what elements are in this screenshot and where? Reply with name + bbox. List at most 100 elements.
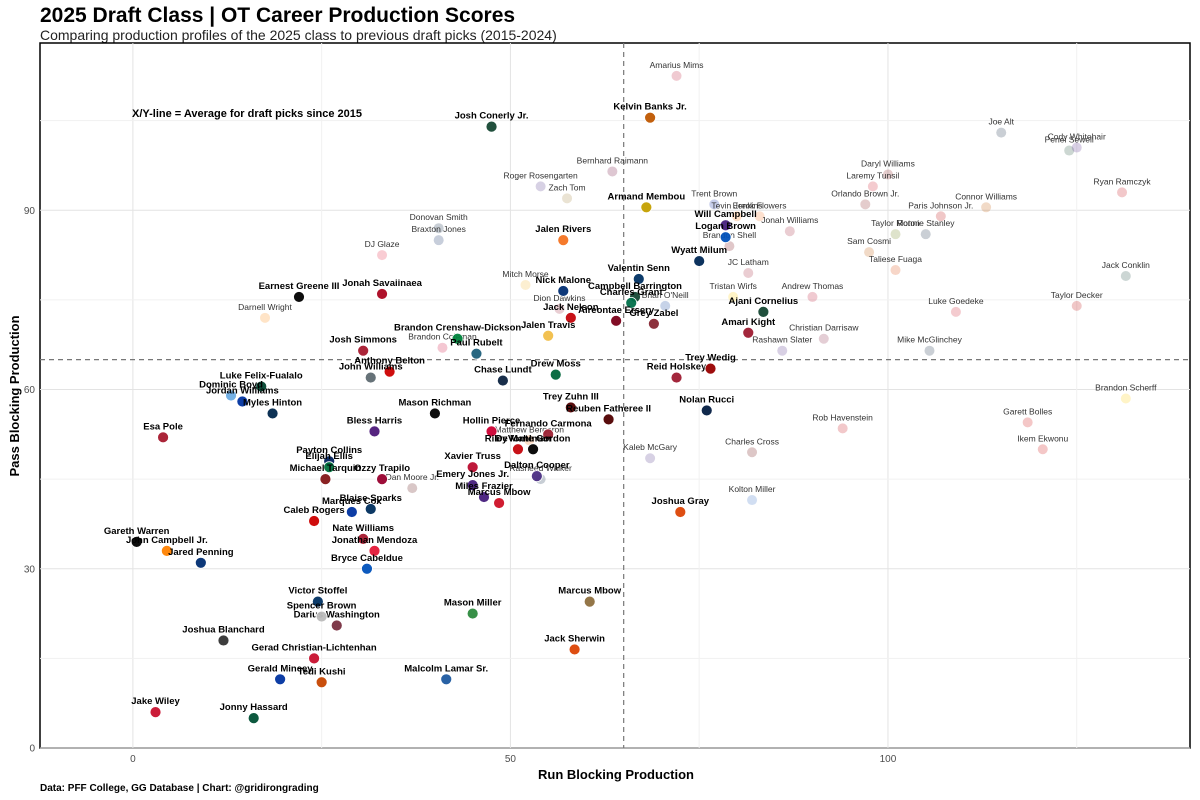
team-logo-marker: [368, 425, 381, 438]
team-logo-marker: [607, 166, 618, 177]
player-label: Rasheed Walker: [509, 463, 572, 473]
previous-pick-point: Donovan Smith: [410, 212, 468, 234]
y-tick-label: 0: [29, 744, 35, 755]
player-label: Valentin Senn: [608, 263, 670, 274]
player-label: Jonah Savaiinaea: [342, 278, 422, 289]
x-axis-title: Run Blocking Production: [538, 767, 694, 782]
team-logo-marker: [293, 291, 305, 303]
team-logo-marker: [640, 201, 653, 214]
player-label: Marques Cox: [322, 496, 382, 507]
team-logo-marker: [357, 344, 370, 357]
player-label: Brandon Coleman: [408, 332, 477, 342]
team-logo-marker: [260, 312, 271, 323]
player-label: Miles Frazier: [455, 481, 513, 492]
team-logo-marker: [376, 288, 388, 300]
player-label: Jonathan Mendoza: [332, 535, 418, 546]
previous-pick-point: Daryl Williams: [861, 158, 915, 180]
class-2025-point: Jonny Hassard: [220, 702, 288, 725]
previous-pick-point: Ikem Ekwonu: [1017, 433, 1069, 455]
player-label: Armand Membou: [608, 191, 686, 202]
team-logo-marker: [524, 435, 535, 446]
class-2025-point: Joshua Gray: [652, 496, 710, 518]
player-label: Dominic Boyd: [199, 380, 263, 391]
team-logo-marker: [308, 515, 320, 527]
team-logo-marker: [527, 443, 539, 456]
team-logo-marker: [867, 181, 878, 192]
previous-pick-point: Rob Havenstein: [812, 412, 873, 434]
team-logo-marker: [247, 712, 260, 725]
player-label: Penei Sewell: [1045, 135, 1094, 145]
class-2025-point: Gareth Warren: [104, 526, 170, 548]
player-label: Dion Dawkins: [534, 293, 586, 303]
team-logo-marker: [557, 285, 570, 297]
team-logo-marker: [542, 428, 555, 441]
team-logo-marker: [368, 544, 381, 557]
previous-pick-point: Brandon Scherff: [1095, 382, 1157, 404]
player-label: Earnest Greene III: [259, 281, 340, 292]
player-label: Campbell Barrington: [588, 281, 682, 292]
team-logo-marker: [149, 706, 162, 719]
team-logo-marker: [466, 607, 479, 620]
team-logo-marker: [485, 425, 498, 438]
player-label: Marcus Mbow: [558, 586, 621, 597]
player-label: Tevin Jenkins: [711, 200, 762, 210]
player-label: Michael Tarquin: [290, 463, 362, 474]
team-logo-marker: [319, 473, 332, 486]
class-2025-point: Jack Sherwin: [544, 633, 605, 656]
player-label: Wyatt Milum: [671, 245, 727, 256]
player-label: Joshua Gray: [652, 496, 710, 507]
player-label: Riley Mahlman: [485, 433, 552, 444]
class-2025-point: Fernando Carmona: [505, 418, 592, 441]
team-logo-marker: [364, 503, 377, 515]
team-logo-marker: [1071, 300, 1082, 311]
team-logo-marker: [451, 332, 464, 345]
player-label: Jack Sherwin: [544, 633, 605, 644]
player-label: Myles Hinton: [243, 397, 302, 408]
team-logo-marker: [478, 491, 490, 503]
class-2025-point: Trey Zuhn III: [543, 391, 599, 414]
class-2025-point: Myles Hinton: [243, 397, 302, 420]
class-2025-point: Jared Penning: [168, 547, 234, 569]
player-label: Trey Zuhn III: [543, 391, 599, 402]
team-logo-marker: [935, 211, 946, 222]
team-logo-marker: [719, 231, 732, 244]
player-label: Jack Conklin: [1102, 260, 1150, 270]
player-label: Luke Goedeke: [928, 296, 984, 306]
team-logo-marker: [194, 556, 207, 569]
team-logo-marker: [520, 279, 531, 290]
previous-pick-point: Charles Cross: [725, 436, 779, 458]
class-2025-point: Mason Richman: [398, 397, 472, 420]
team-logo-marker: [564, 401, 577, 414]
player-label: Jonah Williams: [761, 215, 818, 225]
player-label: Will Campbell: [695, 209, 757, 220]
class-2025-point: Josh Simmons: [329, 335, 397, 357]
class-2025-point: Chase Lundt: [474, 365, 532, 387]
previous-picks-layer: Amarius Mims Bernhard Raimann Roger Roseng…: [238, 60, 1157, 506]
team-logo-marker: [728, 291, 739, 302]
class-2025-point: Armand Membou: [608, 191, 686, 214]
player-label: Ronnie Stanley: [897, 218, 955, 228]
team-logo-marker: [747, 495, 758, 506]
team-logo-marker: [777, 345, 788, 356]
team-logo-marker: [437, 342, 448, 353]
previous-pick-point: Christian Darrisaw: [789, 323, 859, 344]
team-logo-marker: [433, 223, 444, 234]
class-2025-point: Marques Cox: [322, 496, 382, 518]
player-label: Amari Kight: [721, 317, 776, 328]
player-label: Tedi Kushi: [298, 666, 346, 677]
player-label: Ereck Flowers: [733, 200, 787, 210]
team-logo-marker: [996, 127, 1007, 138]
team-logo-marker: [747, 447, 758, 458]
player-label: Gerald Mincey: [248, 663, 314, 674]
previous-pick-point: Roger Rosengarten: [504, 170, 578, 192]
class-2025-point: Caleb Rogers: [283, 505, 345, 527]
x-tick-label: 0: [130, 754, 136, 765]
player-label: Gareth Warren: [104, 526, 170, 537]
previous-pick-point: Luke Goedeke: [928, 296, 984, 317]
previous-pick-point: Brian O'Neill: [642, 290, 689, 311]
class-2025-point: Paul Rubelt: [450, 338, 503, 360]
player-label: Dan Moore Jr.: [386, 472, 439, 482]
previous-pick-point: Taylor Moton: [871, 218, 920, 240]
team-logo-marker: [160, 544, 173, 557]
